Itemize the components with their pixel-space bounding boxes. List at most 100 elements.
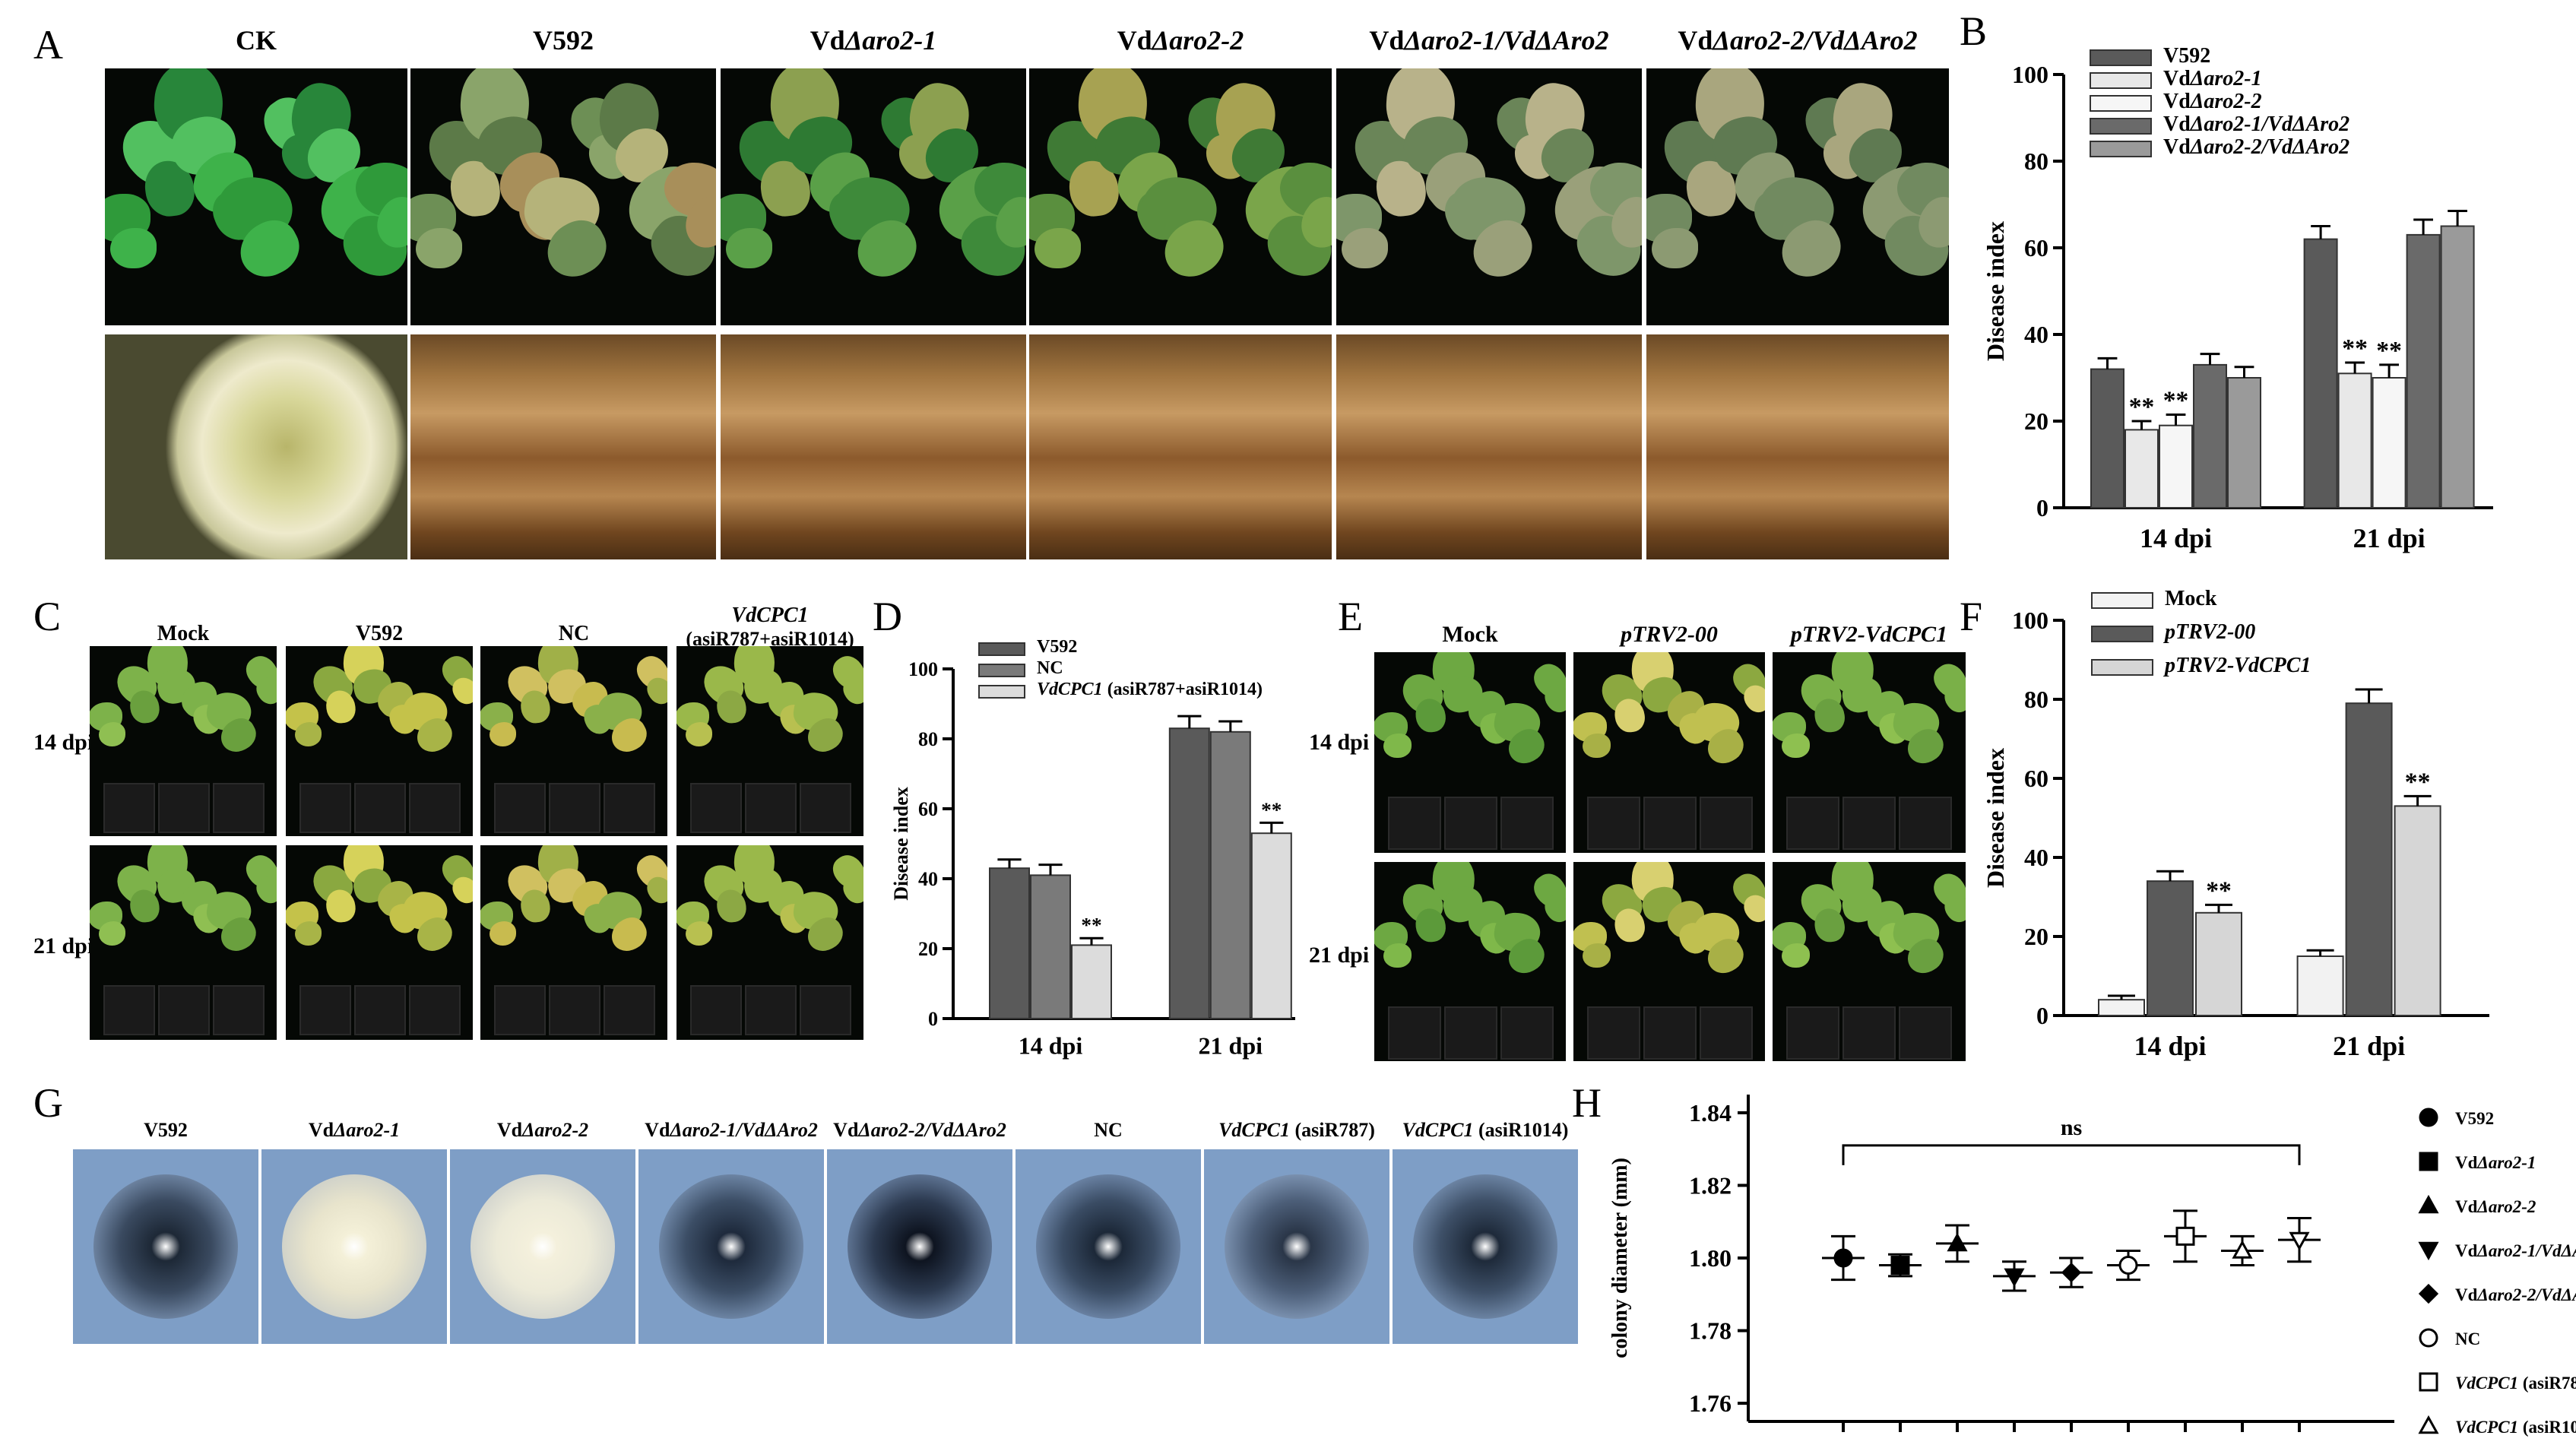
y-tick-label: 1.82 — [1689, 1171, 1732, 1199]
bar — [1168, 727, 1210, 1019]
y-tick-label: 40 — [2024, 844, 2048, 871]
y-tick-label: 1.84 — [1689, 1099, 1732, 1127]
colony-diameter-chart-h: 1.76 1.78 1.80 1.82 1.84 colony diameter (mm)… — [1608, 1095, 2576, 1437]
fungal-colony-plate — [73, 1149, 258, 1344]
bar — [2124, 429, 2159, 509]
pot — [1786, 797, 1839, 850]
fungal-colony-plate — [450, 1149, 635, 1344]
significance-label: ** — [2163, 386, 2189, 414]
bar — [2195, 911, 2242, 1016]
y-tick-label: 60 — [2024, 234, 2048, 261]
legend-label: VdΔaro2-1 — [2163, 67, 2262, 90]
legend-label: VdCPC1 (asiR787+asiR1014) — [1037, 680, 1263, 699]
disease-index-bar-chart-f: 0 20 40 60 80 100 Disease index ** 14 dpi ** 21 dp… — [1982, 587, 2489, 1061]
pot — [1700, 797, 1753, 850]
leaf — [1812, 697, 1846, 735]
data-point — [2004, 1268, 2025, 1287]
colony — [1036, 1174, 1180, 1319]
panel-g-header: VdΔaro2-2 — [496, 1119, 589, 1141]
plant-photo — [410, 68, 716, 325]
pot — [1500, 797, 1554, 850]
data-point — [2418, 1415, 2439, 1434]
x-category-label: 21 dpi — [2333, 1031, 2405, 1061]
leaf — [98, 722, 126, 746]
data-point — [2419, 1328, 2438, 1348]
panel-letter-d: D — [873, 594, 902, 639]
fungal-colony-plate — [827, 1149, 1012, 1344]
leaf — [294, 921, 322, 946]
bar — [2147, 880, 2194, 1017]
fungal-colony-plate — [1016, 1149, 1201, 1344]
plant-photo — [1646, 68, 1949, 325]
x-category-label: 14 dpi — [1019, 1031, 1083, 1059]
legend-swatch — [2091, 626, 2153, 642]
legend-swatch — [2090, 72, 2152, 89]
colony — [282, 1174, 426, 1319]
stem-section-photo — [721, 334, 1026, 559]
pot — [299, 783, 351, 833]
pot — [1842, 1006, 1896, 1060]
y-tick-label: 100 — [908, 658, 938, 680]
pot — [213, 985, 265, 1035]
pot — [1388, 797, 1441, 850]
y-tick-label: 20 — [2024, 923, 2048, 950]
pot — [1643, 797, 1697, 850]
seedling-photo — [1374, 862, 1566, 1061]
y-tick-label: 40 — [2024, 321, 2048, 348]
leaf — [1383, 943, 1412, 968]
colony — [471, 1174, 615, 1319]
pot — [213, 783, 265, 833]
pot — [409, 985, 461, 1035]
colony — [1413, 1174, 1557, 1319]
seedling-photo — [90, 646, 277, 836]
data-point — [2175, 1226, 2195, 1246]
bar — [2345, 702, 2393, 1016]
bar — [2098, 999, 2145, 1017]
leaf — [489, 722, 517, 746]
pot — [103, 783, 155, 833]
fungal-colony-plate — [1204, 1149, 1389, 1344]
leaf — [294, 722, 322, 746]
colony — [93, 1174, 238, 1319]
pot — [1899, 797, 1952, 850]
pot — [494, 783, 546, 833]
pot — [354, 783, 406, 833]
panel-g-header: VdCPC1 (asiR1014) — [1402, 1119, 1569, 1141]
pot — [409, 783, 461, 833]
seedling-photo — [480, 845, 667, 1040]
panel-c-row-label: 21 dpi — [33, 933, 94, 959]
pot — [1643, 1006, 1697, 1060]
bar — [1209, 730, 1251, 1020]
seedling-photo — [1573, 652, 1765, 853]
x-category-label: 21 dpi — [1199, 1031, 1263, 1059]
colony — [848, 1174, 992, 1319]
significance-label: ** — [2405, 768, 2431, 796]
leaf — [715, 688, 748, 725]
y-tick-label: 100 — [2012, 61, 2048, 88]
bar — [1250, 832, 1292, 1020]
stem-section-photo — [1646, 334, 1949, 559]
legend-label: VdΔaro2-1/VdΔAro2 — [2455, 1241, 2576, 1260]
leaf — [1383, 733, 1412, 758]
y-tick-label: 80 — [918, 728, 938, 750]
panel-g-header: V592 — [144, 1119, 188, 1141]
pot — [494, 985, 546, 1035]
bar — [1030, 874, 1071, 1019]
bar — [2394, 805, 2441, 1016]
y-axis-label: Disease index — [1982, 748, 2009, 888]
bar — [989, 867, 1030, 1020]
legend-label: NC — [1037, 658, 1063, 678]
pot — [299, 985, 351, 1035]
pot — [158, 985, 210, 1035]
panel-a-header: VdΔaro2-2 — [1117, 25, 1244, 55]
leaf — [128, 688, 161, 725]
leaf — [726, 228, 772, 269]
panel-letter-c: C — [33, 594, 62, 639]
legend-label: VdΔaro2-1 — [2455, 1153, 2536, 1172]
leaf — [416, 228, 462, 269]
data-point — [2419, 1372, 2438, 1392]
plant-photo — [1029, 68, 1332, 325]
panel-c-header: VdCPC1 — [731, 604, 809, 627]
data-point — [2118, 1256, 2138, 1275]
pot — [1444, 797, 1497, 850]
